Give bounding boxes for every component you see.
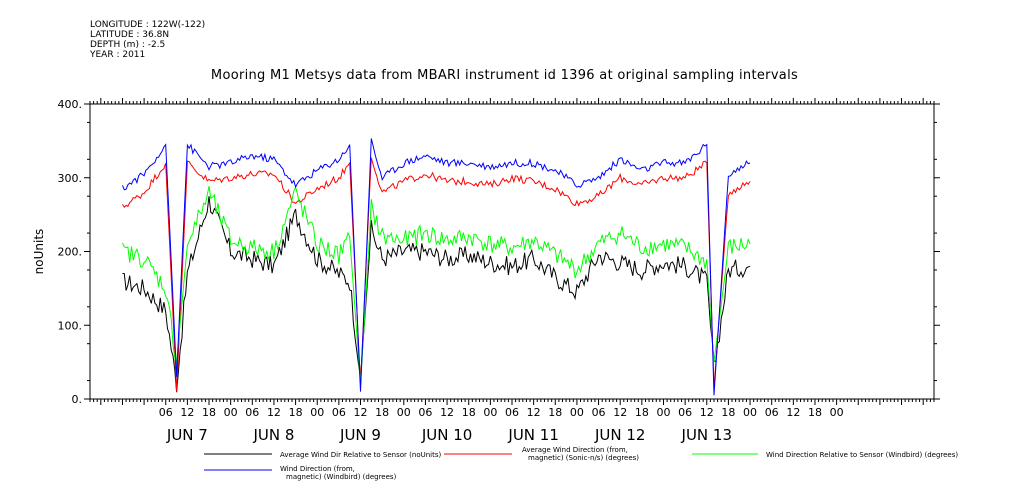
x-tick-label: 00 bbox=[310, 406, 324, 419]
day-label: JUN 12 bbox=[594, 426, 645, 444]
y-axis-label: noUnits bbox=[32, 229, 46, 275]
x-tick-label: 12 bbox=[267, 406, 281, 419]
day-label: JUN 7 bbox=[166, 426, 208, 444]
legend: Average Wind Dir Relative to Sensor (noU… bbox=[204, 446, 958, 481]
x-tick-label: 06 bbox=[765, 406, 779, 419]
series-layer bbox=[122, 138, 751, 396]
header-line: LONGITUDE : 122W(-122) bbox=[90, 20, 206, 30]
x-tick-label: 06 bbox=[418, 406, 432, 419]
legend-label: magnetic) (Sonic-n/s) (degrees) bbox=[528, 454, 639, 462]
chart-title: Mooring M1 Metsys data from MBARI instru… bbox=[210, 68, 799, 83]
x-tick-label: 18 bbox=[202, 406, 216, 419]
y-tick-label: 200. bbox=[58, 246, 83, 259]
legend-label: Wind Direction Relative to Sensor (Windb… bbox=[766, 451, 958, 459]
x-tick-label: 12 bbox=[613, 406, 627, 419]
x-tick-label: 18 bbox=[548, 406, 562, 419]
x-tick-label: 12 bbox=[786, 406, 800, 419]
x-tick-label: 06 bbox=[592, 406, 606, 419]
x-tick-label: 18 bbox=[375, 406, 389, 419]
x-tick-label: 00 bbox=[743, 406, 757, 419]
day-label: JUN 8 bbox=[252, 426, 294, 444]
header-line: DEPTH (m) : -2.5 bbox=[90, 40, 166, 50]
x-tick-label: 18 bbox=[808, 406, 822, 419]
x-tick-label: 12 bbox=[354, 406, 368, 419]
x-tick-label: 06 bbox=[332, 406, 346, 419]
x-tick-label: 06 bbox=[505, 406, 519, 419]
series-line bbox=[122, 185, 751, 385]
axes: 0. 100. 200. 300. 400. noUnits 06 12 18 00 06 12 18 0… bbox=[32, 98, 940, 444]
x-tick-label: 06 bbox=[245, 406, 259, 419]
x-tick-label: 00 bbox=[397, 406, 411, 419]
header-line: YEAR : 2011 bbox=[90, 50, 146, 60]
x-tick-label: 18 bbox=[462, 406, 476, 419]
x-tick-label: 06 bbox=[159, 406, 173, 419]
series-line bbox=[122, 138, 751, 396]
legend-label: Average Wind Dir Relative to Sensor (noU… bbox=[280, 451, 441, 459]
y-tick-label: 100. bbox=[58, 319, 83, 332]
day-label: JUN 9 bbox=[339, 426, 381, 444]
x-tick-label: 18 bbox=[635, 406, 649, 419]
x-tick-label: 12 bbox=[440, 406, 454, 419]
legend-label: Wind Direction (from, bbox=[280, 465, 355, 473]
day-label: JUN 11 bbox=[507, 426, 558, 444]
series-line bbox=[122, 157, 751, 392]
x-tick-label: 00 bbox=[830, 406, 844, 419]
y-tick-label: 400. bbox=[58, 98, 83, 111]
day-label: JUN 10 bbox=[421, 426, 472, 444]
x-tick-label: 00 bbox=[483, 406, 497, 419]
x-tick-label: 00 bbox=[656, 406, 670, 419]
y-tick-label: 0. bbox=[72, 393, 83, 406]
x-tick-label: 18 bbox=[721, 406, 735, 419]
legend-label: magnetic) (Windbird) (degrees) bbox=[286, 473, 397, 481]
series-line bbox=[122, 196, 751, 393]
legend-label: Average Wind Direction (from, bbox=[522, 446, 628, 454]
x-tick-label: 00 bbox=[224, 406, 238, 419]
x-tick-label: 06 bbox=[678, 406, 692, 419]
header-line: LATITUDE : 36.8N bbox=[90, 30, 170, 40]
x-tick-label: 18 bbox=[289, 406, 303, 419]
y-tick-label: 300. bbox=[58, 172, 83, 185]
x-tick-label: 12 bbox=[180, 406, 194, 419]
x-tick-label: 00 bbox=[570, 406, 584, 419]
day-label: JUN 13 bbox=[681, 426, 732, 444]
x-tick-label: 12 bbox=[700, 406, 714, 419]
x-tick-label: 12 bbox=[527, 406, 541, 419]
